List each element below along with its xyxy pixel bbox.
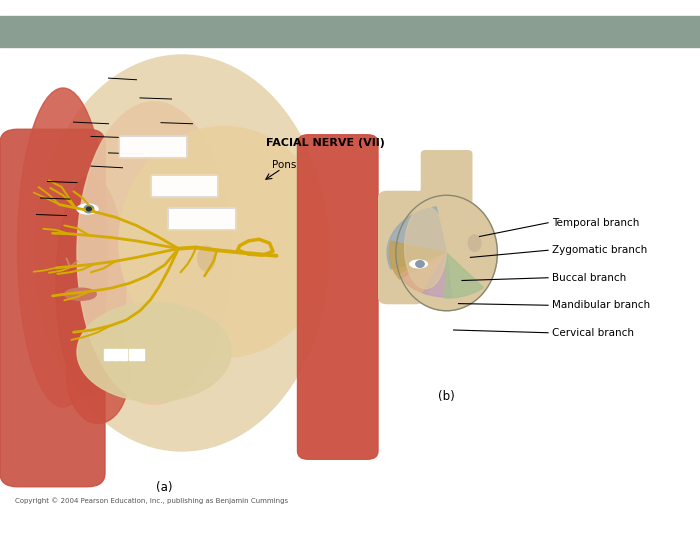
Bar: [14, 50, 434, 506]
Bar: [119, 136, 186, 157]
Text: Pons: Pons: [272, 160, 296, 170]
FancyBboxPatch shape: [298, 135, 378, 459]
Ellipse shape: [77, 102, 231, 404]
Text: Temporal branch: Temporal branch: [552, 218, 639, 228]
Text: FACIAL NERVE (VII): FACIAL NERVE (VII): [266, 138, 385, 148]
Text: Cervical branch: Cervical branch: [552, 328, 634, 338]
Bar: [150, 175, 217, 196]
Ellipse shape: [35, 55, 329, 451]
Wedge shape: [423, 253, 452, 297]
Bar: [119, 136, 186, 157]
Ellipse shape: [77, 204, 98, 214]
FancyBboxPatch shape: [379, 191, 424, 304]
Text: Zygomatic branch: Zygomatic branch: [552, 245, 647, 255]
Bar: [137, 349, 144, 360]
Bar: [129, 349, 136, 360]
Wedge shape: [387, 207, 447, 269]
Ellipse shape: [410, 260, 427, 268]
Text: Copyright © 2004 Pearson Education, Inc., publishing as Benjamin Cummings: Copyright © 2004 Pearson Education, Inc.…: [15, 498, 288, 504]
Bar: [112, 349, 119, 360]
Bar: [104, 349, 111, 360]
Ellipse shape: [396, 195, 497, 311]
Ellipse shape: [416, 261, 424, 267]
Bar: [168, 208, 234, 229]
Ellipse shape: [66, 324, 130, 424]
Wedge shape: [389, 241, 447, 279]
Ellipse shape: [18, 88, 108, 407]
Bar: [120, 349, 127, 360]
Ellipse shape: [86, 207, 91, 211]
Bar: [0, 16, 700, 47]
Wedge shape: [398, 253, 447, 294]
Ellipse shape: [77, 302, 231, 402]
Text: Mandibular branch: Mandibular branch: [552, 300, 650, 310]
Bar: [150, 175, 217, 196]
Bar: [168, 208, 234, 229]
FancyBboxPatch shape: [0, 129, 105, 487]
Text: Buccal branch: Buccal branch: [552, 273, 626, 283]
Ellipse shape: [468, 235, 481, 251]
Ellipse shape: [84, 205, 94, 213]
Ellipse shape: [197, 246, 216, 271]
Ellipse shape: [119, 126, 329, 358]
Ellipse shape: [413, 188, 459, 210]
Wedge shape: [444, 253, 484, 298]
Text: (b): (b): [438, 390, 455, 403]
Ellipse shape: [64, 288, 97, 300]
Ellipse shape: [56, 176, 126, 396]
Text: (a): (a): [156, 481, 173, 493]
Ellipse shape: [405, 206, 447, 289]
FancyBboxPatch shape: [421, 151, 472, 204]
